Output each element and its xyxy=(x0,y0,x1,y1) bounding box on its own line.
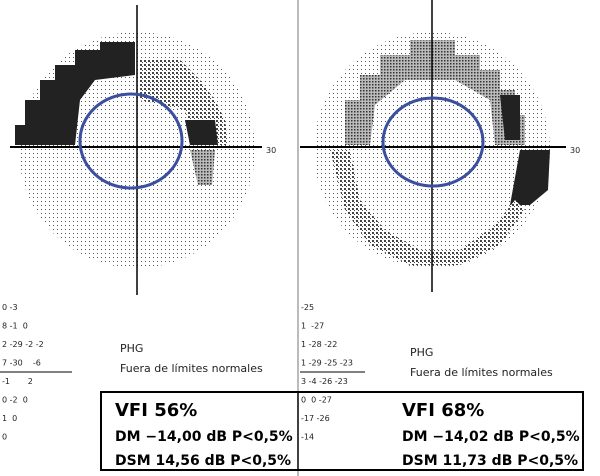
vfi: VFI 56% xyxy=(115,400,197,421)
defect-dark xyxy=(15,42,135,145)
right-field: 30 xyxy=(300,0,580,292)
defect-dark xyxy=(185,120,218,145)
defect-dark xyxy=(500,95,520,140)
legend-text: Fuera de límites normales xyxy=(410,366,553,379)
scale-label: 30 xyxy=(266,146,276,155)
vfi: VFI 68% xyxy=(402,400,484,421)
deviation-row: 1 -29 -25 -23 xyxy=(301,359,353,368)
deviation-row: -17 -26 xyxy=(301,414,330,423)
deviation-row: 1 -27 xyxy=(301,322,324,331)
deviation-row: -14 xyxy=(301,433,314,442)
legend-text: PHG xyxy=(120,342,143,355)
left-field: 30 xyxy=(10,5,276,295)
deviation-row: 0 -2 0 xyxy=(2,396,28,405)
deviation-row: 0 xyxy=(2,433,7,442)
defect-mid xyxy=(190,150,215,185)
defect-mid xyxy=(345,40,525,145)
deviation-row: 2 -29 -2 -2 xyxy=(2,340,44,349)
dsm: DSM 11,73 dB P<0,5% xyxy=(402,453,578,469)
defect-mid xyxy=(330,150,525,265)
dsm: DSM 14,56 dB P<0,5% xyxy=(115,453,291,469)
dm: DM −14,00 dB P<0,5% xyxy=(115,429,293,445)
legend-text: PHG xyxy=(410,346,433,359)
deviation-row: 0 0 -27 xyxy=(301,396,332,405)
deviation-row: 8 -1 0 xyxy=(2,322,28,331)
defect-dark xyxy=(510,150,550,205)
deviation-row: 3 -4 -26 -23 xyxy=(301,377,348,386)
deviation-row: 1 -28 -22 xyxy=(301,340,337,349)
report-texts: 0 -3 8 -1 0 2 -29 -2 -2 7 -30 -6 -1 2 0 -2 0 1… xyxy=(2,303,580,469)
deviation-row: 7 -30 -6 xyxy=(2,359,41,368)
central-circle xyxy=(78,92,184,190)
scale-label: 30 xyxy=(570,146,580,155)
deviation-row: 1 0 xyxy=(2,414,17,423)
central-circle xyxy=(381,96,485,188)
summary-box xyxy=(100,391,584,471)
dm: DM −14,02 dB P<0,5% xyxy=(402,429,580,445)
legend-text: Fuera de límites normales xyxy=(120,362,263,375)
deviation-row: -25 xyxy=(301,303,314,312)
deviation-row: -1 2 xyxy=(2,377,33,386)
deviation-row: 0 -3 xyxy=(2,303,18,312)
